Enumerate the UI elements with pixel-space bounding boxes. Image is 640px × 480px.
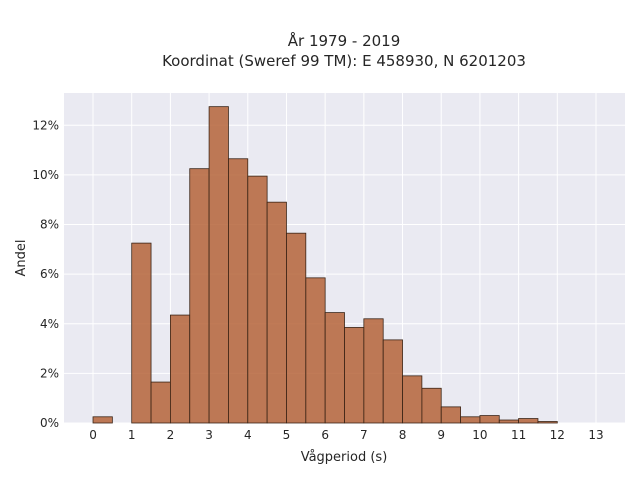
- x-axis-label: Vågperiod (s): [301, 450, 388, 465]
- histogram-bar: [537, 421, 558, 424]
- histogram-bar: [324, 312, 345, 424]
- x-tick-label: 2: [167, 428, 175, 442]
- histogram-bar: [518, 418, 539, 424]
- y-axis-label: Andel: [14, 240, 29, 277]
- x-tick-label: 1: [128, 428, 136, 442]
- histogram-bar: [421, 387, 442, 424]
- y-tick-label: 12%: [32, 118, 59, 132]
- histogram-bar: [131, 242, 152, 424]
- histogram-bar: [460, 416, 481, 424]
- y-tick-label: 6%: [40, 267, 59, 281]
- y-tick-label: 8%: [40, 218, 59, 232]
- y-tick-label: 0%: [40, 416, 59, 430]
- histogram-bar: [479, 415, 500, 424]
- histogram-bar: [189, 168, 210, 424]
- x-tick-label: 13: [588, 428, 603, 442]
- histogram-bar: [344, 327, 365, 424]
- histogram-bar: [363, 318, 384, 424]
- histogram-bar: [498, 419, 520, 424]
- y-axis-ticks: 0% 2% 4% 6% 8% 10% 12%: [32, 118, 59, 430]
- histogram-bar: [169, 314, 191, 424]
- histogram-bar: [402, 375, 423, 424]
- x-tick-label: 10: [472, 428, 487, 442]
- histogram-bar: [247, 175, 268, 424]
- y-tick-label: 4%: [40, 317, 59, 331]
- x-tick-label: 9: [437, 428, 445, 442]
- histogram-bar: [150, 381, 171, 424]
- y-tick-label: 2%: [40, 366, 59, 380]
- x-tick-label: 6: [321, 428, 329, 442]
- chart-title-line-2: Koordinat (Sweref 99 TM): E 458930, N 62…: [162, 52, 526, 70]
- histogram-bar: [382, 339, 403, 424]
- x-tick-label: 0: [89, 428, 97, 442]
- histogram-bar: [440, 406, 461, 424]
- x-tick-label: 11: [511, 428, 526, 442]
- x-tick-label: 8: [399, 428, 407, 442]
- x-tick-label: 12: [550, 428, 565, 442]
- histogram-bar: [286, 232, 307, 424]
- histogram-bar: [266, 201, 287, 424]
- x-tick-label: 4: [244, 428, 252, 442]
- y-tick-label: 10%: [32, 168, 59, 182]
- x-tick-label: 3: [205, 428, 213, 442]
- histogram-bar: [305, 277, 326, 424]
- bars: [92, 106, 558, 424]
- chart-title-line-1: År 1979 - 2019: [288, 31, 401, 50]
- histogram-bar: [92, 416, 113, 424]
- x-axis-ticks: 0 1 2 3 4 5 6 7 8 9 10 11 12 13: [89, 428, 603, 442]
- histogram-bar: [208, 106, 229, 424]
- histogram-bar: [228, 158, 249, 424]
- x-tick-label: 7: [360, 428, 368, 442]
- x-tick-label: 5: [283, 428, 291, 442]
